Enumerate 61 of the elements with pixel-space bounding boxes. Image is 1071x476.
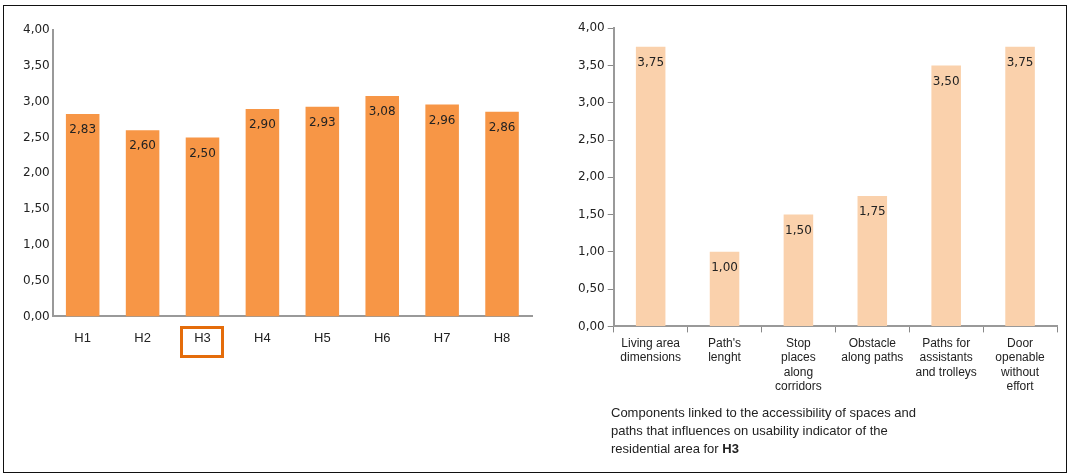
data-label: 2,90	[249, 117, 276, 132]
data-label: 2,93	[308, 114, 336, 129]
y-tick-label: 3,50	[23, 58, 50, 73]
bar	[425, 104, 459, 317]
data-label: 2,50	[189, 145, 216, 160]
y-tick-label: 4,00	[578, 20, 605, 35]
text: Components linked to the accessibility of spaces and paths that influences on usability indicator of the residential area for H3	[611, 404, 917, 458]
x-tick-label: H5	[314, 329, 331, 345]
x-tick-label: H7	[433, 329, 451, 345]
data-label: 1,00	[711, 259, 738, 274]
y-tick-label: 2,50	[578, 132, 605, 147]
x-tick-label: Stop places along corridors	[775, 335, 822, 394]
x-tick-label: Living area dimensions	[620, 335, 682, 365]
data-label: 2,86	[488, 119, 516, 134]
data-label: 2,96	[428, 112, 456, 127]
bar	[485, 111, 519, 317]
bar	[857, 195, 888, 326]
y-tick-label: 2,50	[23, 129, 50, 144]
bar	[245, 108, 280, 317]
y-tick-label: 0,50	[23, 272, 50, 287]
bar	[365, 96, 399, 317]
bar	[1005, 46, 1035, 326]
data-label: 3,75	[637, 54, 665, 69]
bar	[125, 130, 160, 317]
bar	[709, 251, 740, 326]
y-tick-label: 3,50	[578, 57, 605, 72]
data-label: 1,50	[785, 222, 812, 237]
y-tick-label: 1,00	[578, 243, 605, 258]
bar	[305, 106, 340, 317]
y-tick-label: 3,00	[23, 93, 50, 108]
x-tick-label: H8	[493, 329, 511, 345]
x-tick-label: H1	[74, 329, 91, 345]
x-tick-label: Door openable without effort	[995, 335, 1046, 394]
y-tick-label: 2,00	[578, 169, 605, 184]
x-tick-label: Obstacle along paths	[841, 335, 904, 365]
y-tick-label: 0,00	[23, 308, 50, 323]
x-tick-label: Path's lenght	[708, 335, 742, 365]
y-tick-label: 3,00	[578, 94, 605, 109]
data-label: 3,08	[368, 104, 396, 119]
data-label: 3,75	[1006, 54, 1034, 69]
data-label: 2,60	[129, 138, 156, 153]
y-tick-label: 4,00	[23, 22, 50, 37]
x-tick-label: H2	[134, 329, 151, 345]
x-tick-label: H4	[254, 329, 271, 345]
x-tick-label: Paths for assistants and trolleys	[915, 335, 977, 379]
bar	[635, 46, 666, 326]
x-tick-label: H3	[194, 329, 211, 345]
bar	[931, 65, 961, 326]
data-label: 1,75	[858, 204, 886, 219]
y-tick-label: 1,50	[23, 201, 50, 216]
x-tick-label: H6	[373, 329, 391, 345]
y-tick-label: 0,50	[578, 281, 605, 296]
data-label: 2,83	[69, 122, 97, 137]
bar	[185, 137, 220, 317]
y-tick-label: 1,50	[578, 206, 605, 221]
y-tick-label: 2,00	[23, 165, 50, 180]
bar	[783, 214, 814, 326]
y-tick-label: 0,00	[578, 318, 605, 333]
y-tick-label: 1,00	[23, 236, 50, 251]
data-label: 3,50	[932, 73, 960, 88]
bar	[65, 113, 100, 317]
